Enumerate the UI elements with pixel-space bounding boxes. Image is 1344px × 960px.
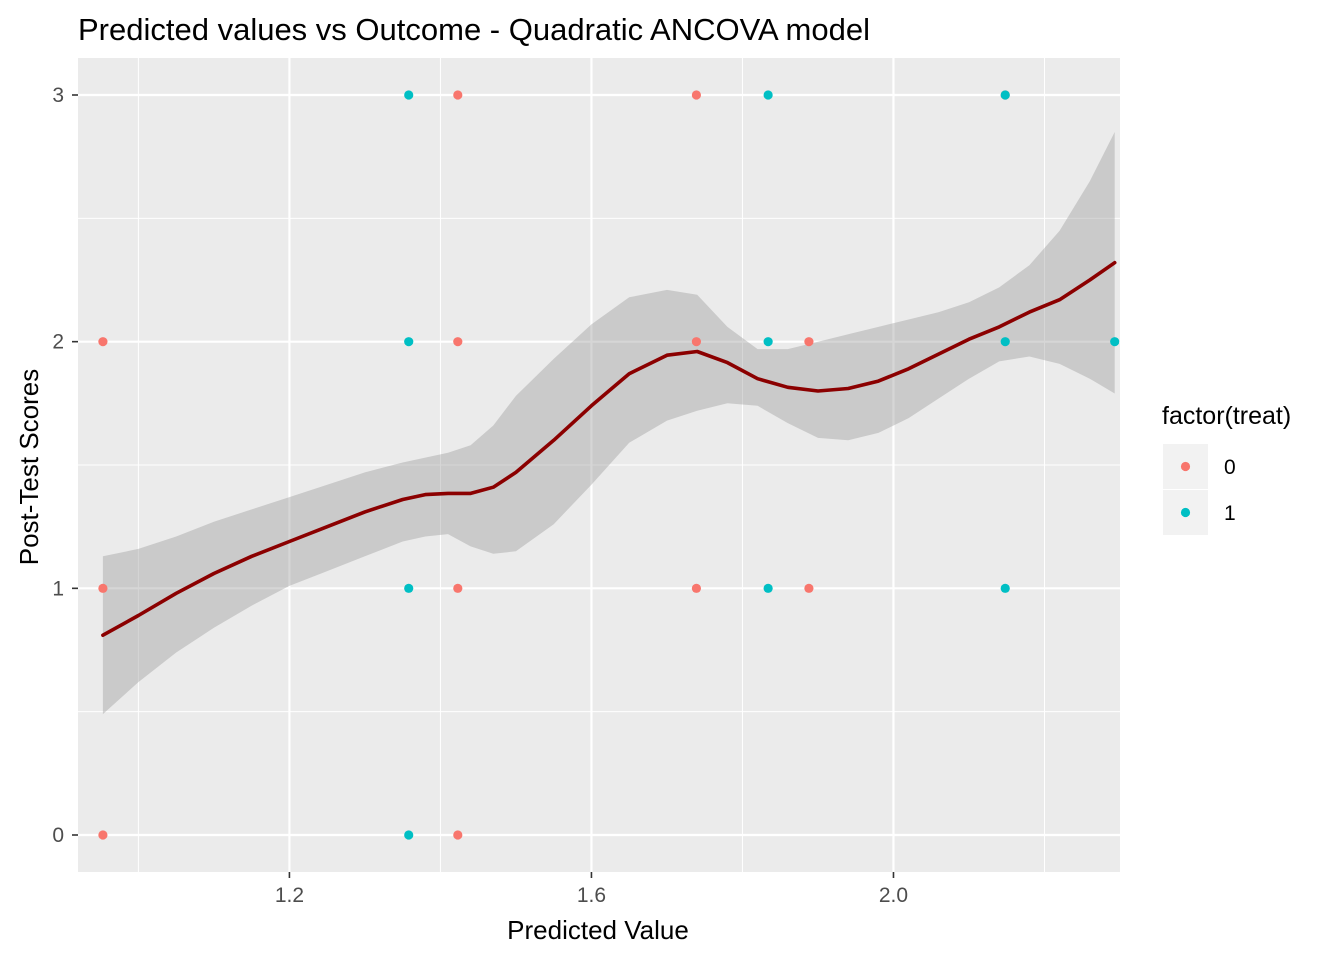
legend-key-swatch — [1180, 461, 1191, 472]
data-point-treat-0 — [691, 337, 702, 347]
data-point-treat-1 — [404, 90, 414, 100]
data-point-treat-0 — [691, 583, 702, 593]
data-point-treat-0 — [453, 337, 463, 347]
data-point-treat-1 — [404, 337, 414, 347]
y-tick-label: 2 — [52, 331, 64, 354]
plot-panel — [78, 58, 1120, 872]
data-point-treat-1 — [1000, 90, 1010, 100]
data-point-treat-1 — [404, 830, 414, 840]
y-tick-label: 0 — [52, 824, 64, 847]
y-axis-title: Post-Test Scores — [14, 369, 44, 566]
legend-label: 1 — [1224, 502, 1236, 525]
data-point-treat-0 — [804, 583, 814, 593]
legend-label: 0 — [1224, 456, 1236, 479]
y-tick-label: 1 — [52, 577, 64, 600]
confidence-band-layer — [102, 132, 1115, 715]
legend: factor(treat) 01 — [1162, 402, 1291, 535]
data-point-treat-1 — [1000, 583, 1010, 593]
smooth-line — [101, 260, 1117, 637]
data-point-treat-0 — [98, 583, 108, 593]
data-point-treat-1 — [763, 337, 773, 347]
data-point-treat-1 — [1000, 337, 1010, 347]
data-point-treat-0 — [804, 337, 814, 347]
data-point-treat-1 — [763, 90, 773, 100]
x-tick-label: 1.6 — [577, 884, 606, 907]
data-point-treat-0 — [691, 90, 702, 100]
x-tick-label: 1.2 — [275, 884, 304, 907]
confidence-band — [102, 132, 1115, 715]
points-layer — [98, 90, 1120, 840]
data-point-treat-1 — [404, 583, 414, 593]
legend-keys: 01 — [1163, 444, 1236, 535]
chart-title: Predicted values vs Outcome - Quadratic … — [78, 12, 870, 47]
x-tick-label: 2.0 — [879, 884, 908, 907]
data-point-treat-1 — [1110, 337, 1120, 347]
x-axis-title: Predicted Value — [507, 915, 689, 945]
data-point-treat-0 — [98, 830, 108, 840]
data-point-treat-0 — [98, 337, 108, 347]
legend-title: factor(treat) — [1162, 402, 1291, 430]
data-point-treat-0 — [453, 830, 463, 840]
smooth-line-layer — [101, 260, 1117, 637]
major-gridlines — [78, 58, 1120, 872]
data-point-treat-0 — [453, 90, 463, 100]
y-axis: 0 1 2 3 — [52, 84, 78, 847]
data-point-treat-0 — [453, 583, 463, 593]
data-point-treat-1 — [763, 583, 773, 593]
x-axis: 1.2 1.6 2.0 — [275, 872, 908, 907]
minor-gridlines — [78, 58, 1120, 872]
legend-key-swatch — [1180, 507, 1191, 518]
y-tick-label: 3 — [52, 84, 64, 107]
